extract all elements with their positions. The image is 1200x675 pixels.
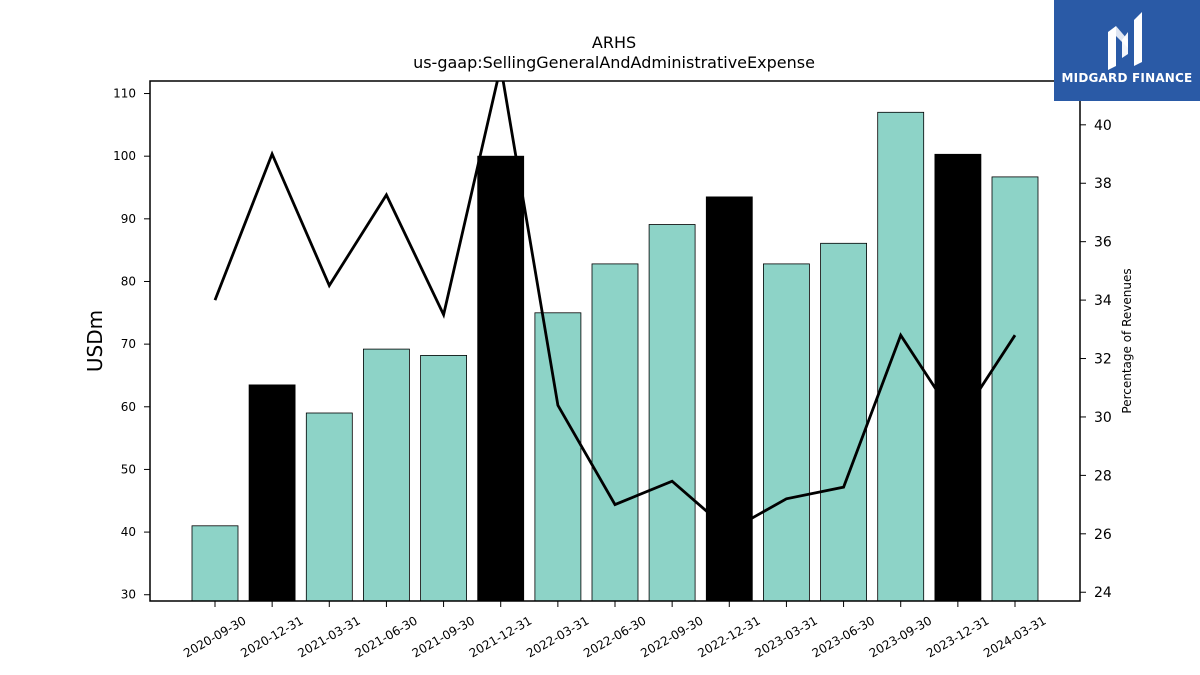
y-tick-label: 100	[113, 149, 136, 163]
y-axis-label: USDm	[83, 310, 107, 372]
chart-subtitle: us-gaap:SellingGeneralAndAdministrativeE…	[413, 53, 815, 72]
bar-2020-12-31	[248, 384, 296, 602]
y-tick-label: 30	[121, 588, 136, 602]
bar-2021-12-31	[477, 155, 525, 602]
bar-2022-12-31	[705, 196, 753, 602]
x-tick-label: 2023-06-30	[810, 613, 877, 660]
bar-2022-06-30	[591, 263, 639, 602]
y-tick-label: 90	[121, 212, 136, 226]
bar-2021-09-30	[420, 354, 468, 602]
bar-2021-06-30	[362, 348, 410, 602]
bar-2020-09-30	[191, 525, 239, 602]
y2-tick-label: 24	[1094, 585, 1112, 601]
y2-tick-label: 36	[1094, 235, 1112, 251]
y-tick-label: 80	[121, 274, 136, 288]
bar-2024-03-31	[991, 176, 1039, 602]
bar-2022-09-30	[648, 224, 696, 602]
x-tick-label: 2020-12-31	[238, 613, 305, 660]
x-tick-label: 2022-12-31	[695, 613, 762, 660]
y2-tick-label: 34	[1094, 293, 1112, 309]
bar-2023-06-30	[820, 242, 867, 602]
bar-2023-09-30	[877, 111, 925, 602]
y2-tick-label: 26	[1094, 527, 1112, 543]
bar-2022-03-31	[534, 312, 582, 602]
bar-2023-12-31	[934, 153, 982, 602]
x-tick-label: 2023-12-31	[924, 613, 991, 660]
x-tick-label: 2022-03-31	[524, 613, 591, 660]
x-tick-label: 2023-03-31	[753, 613, 820, 660]
brand-logo: MIDGARD FINANCE	[1054, 0, 1200, 101]
chart-title: ARHS	[592, 33, 636, 52]
y2-tick-label: 30	[1094, 410, 1112, 426]
plot-frame	[149, 80, 1081, 602]
y2-axis-label: Percentage of Revenues	[1120, 268, 1134, 413]
y-tick-label: 60	[121, 400, 136, 414]
percentage-line	[213, 81, 1017, 533]
bar-2023-03-31	[763, 263, 810, 602]
x-tick-label: 2021-12-31	[467, 613, 534, 660]
y-tick-label: 110	[113, 87, 136, 101]
y2-tick-label: 28	[1094, 468, 1112, 484]
y-tick-label: 50	[121, 462, 136, 476]
y2-tick-label: 40	[1094, 118, 1112, 134]
brand-name: MIDGARD FINANCE	[1061, 71, 1193, 85]
x-tick-label: 2022-06-30	[581, 613, 648, 660]
y2-tick-label: 38	[1094, 176, 1112, 192]
bar-2021-03-31	[305, 412, 353, 602]
x-tick-label: 2021-06-30	[353, 613, 420, 660]
x-tick-label: 2021-09-30	[410, 613, 477, 660]
plot-area: 30 40 50 60 70 80 90 100 110 24 26 28 30 32 34 36 38 40 20…	[113, 81, 1112, 660]
y-tick-label: 70	[121, 337, 136, 351]
x-tick-label: 2023-09-30	[867, 613, 934, 660]
y-tick-label: 40	[121, 525, 136, 539]
y2-tick-label: 32	[1094, 352, 1112, 368]
x-tick-label: 2024-03-31	[981, 613, 1048, 660]
x-tick-label: 2020-09-30	[181, 613, 248, 660]
x-tick-label: 2022-09-30	[638, 613, 705, 660]
midgard-m-logo-icon	[1108, 12, 1142, 70]
x-tick-label: 2021-03-31	[295, 613, 362, 660]
